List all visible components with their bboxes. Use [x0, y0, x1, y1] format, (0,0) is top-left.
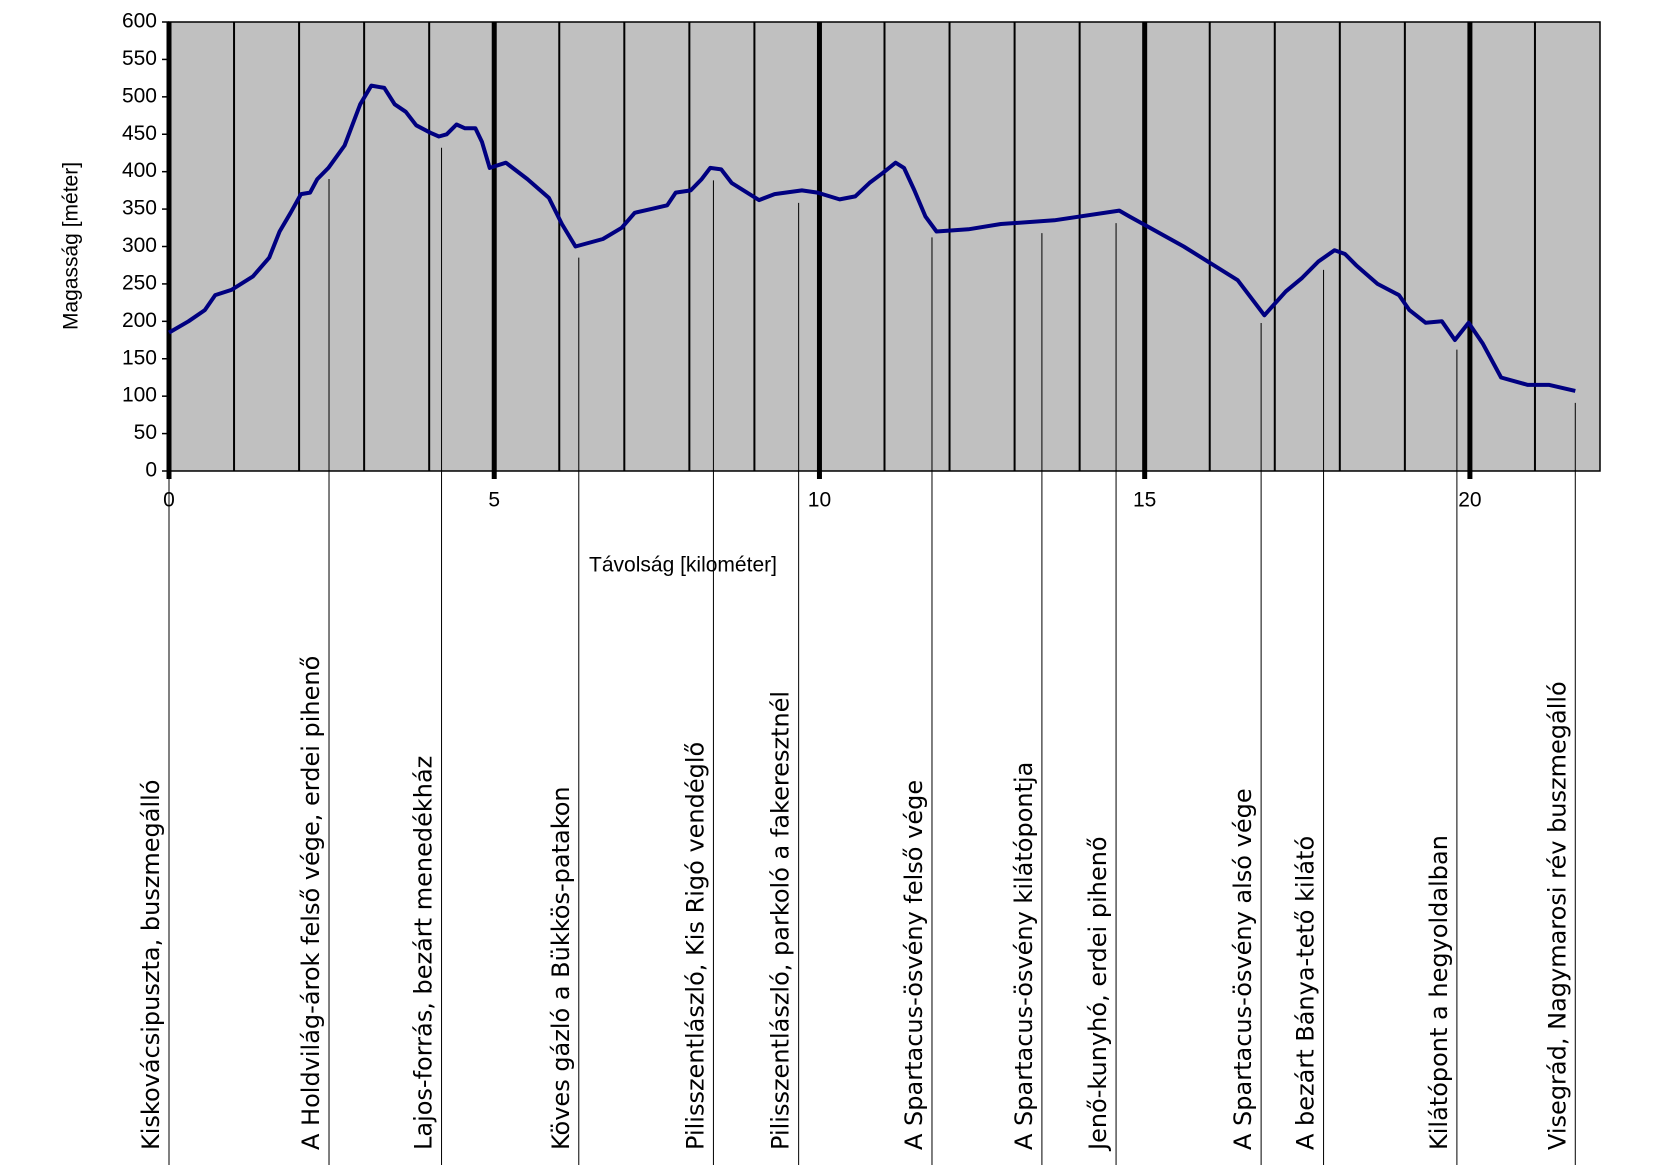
y-tick-label: 250	[122, 271, 157, 294]
y-tick-label: 500	[122, 84, 157, 107]
waypoint-label: Visegrád, Nagymarosi rév buszmegálló	[1543, 681, 1571, 1150]
y-tick-label: 150	[122, 346, 157, 369]
y-tick-label: 350	[122, 197, 157, 220]
y-axis-title: Magasság [méter]	[60, 162, 83, 330]
waypoint-label: Köves gázló a Bükkös-patakon	[547, 786, 575, 1150]
y-tick-label: 450	[122, 122, 157, 145]
waypoint-label: A Spartacus-ösvény felső vége	[900, 780, 928, 1150]
y-tick-label: 550	[122, 47, 157, 70]
waypoint-label: A Spartacus-ösvény alsó vége	[1229, 788, 1257, 1150]
waypoint-label: Kiskovácsipuszta, buszmegálló	[137, 780, 165, 1151]
y-tick-label: 200	[122, 309, 157, 332]
waypoint-label: Pilisszentlászló, Kis Rigó vendéglő	[681, 742, 709, 1150]
waypoint-label: Jenő-kunyhó, erdei pihenő	[1084, 836, 1112, 1152]
x-tick-label: 10	[808, 489, 831, 512]
y-tick-label: 100	[122, 384, 157, 407]
x-tick-label: 20	[1458, 489, 1481, 512]
waypoint-label: Kilátópont a hegyoldalban	[1425, 835, 1453, 1150]
y-tick-label: 0	[145, 459, 157, 482]
elevation-line	[167, 83, 1576, 393]
y-tick-label: 600	[122, 10, 157, 33]
y-tick-label: 400	[122, 159, 157, 182]
waypoint-label: Pilisszentlászló, parkoló a fakeresztnél	[767, 691, 795, 1150]
waypoint-label: A Spartacus-ösvény kilátópontja	[1010, 762, 1038, 1150]
x-axis-title: Távolság [kilométer]	[589, 554, 777, 577]
waypoint-label: A bezárt Bánya-tető kilátó	[1292, 836, 1320, 1150]
waypoint-label: Lajos-forrás, bezárt menedékház	[410, 756, 438, 1150]
waypoint-label: A Holdvilág-árok felső vége, erdei pihen…	[297, 656, 325, 1150]
y-tick-label: 50	[134, 421, 157, 444]
x-tick-label: 15	[1133, 489, 1156, 512]
y-tick-label: 300	[122, 234, 157, 257]
x-tick-label: 5	[488, 489, 500, 512]
plot-border	[168, 21, 1601, 472]
